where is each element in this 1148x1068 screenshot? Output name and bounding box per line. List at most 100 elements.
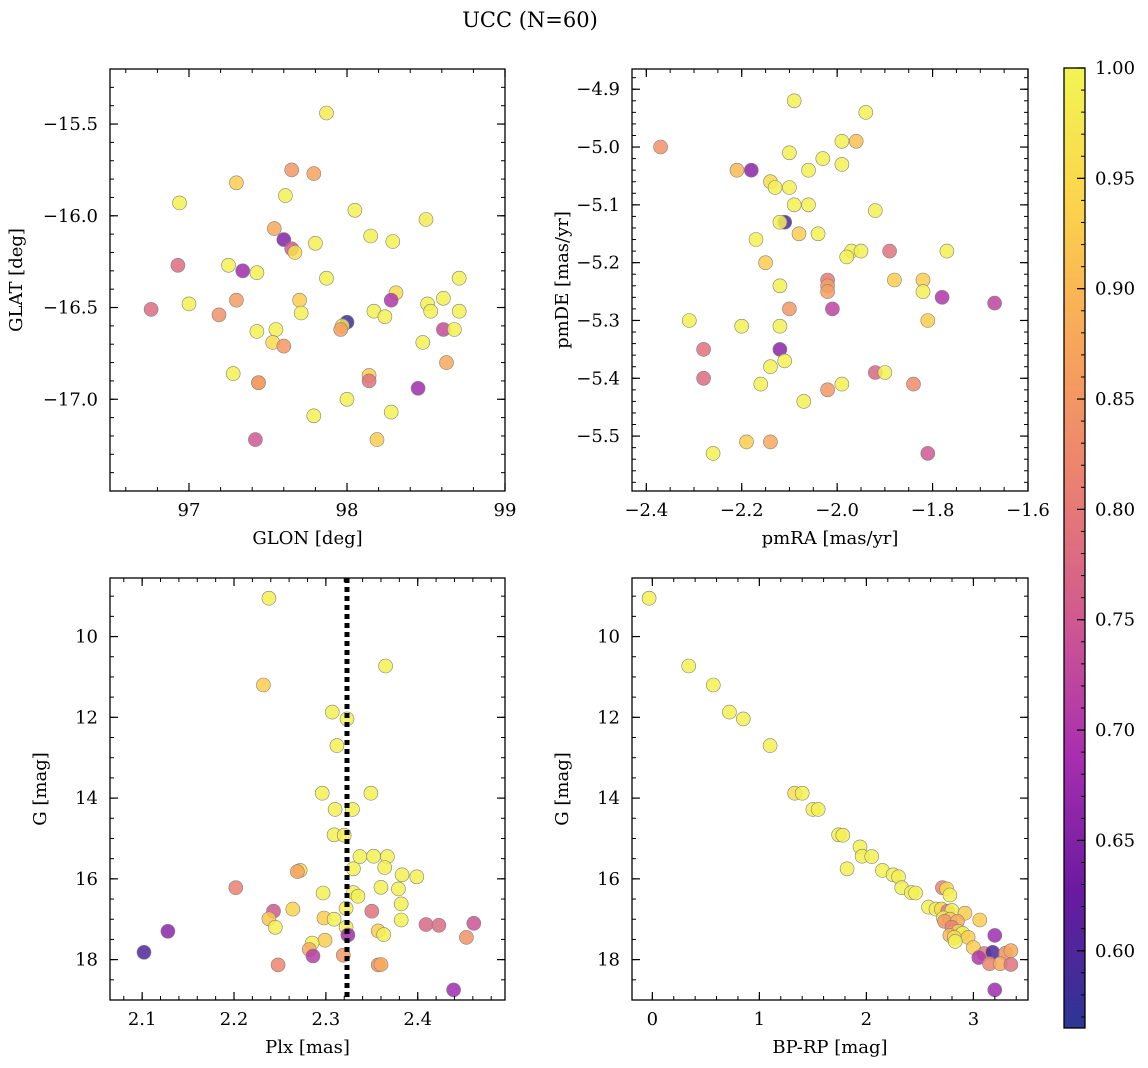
x-tick-label: 2.3 bbox=[312, 1009, 341, 1030]
data-point bbox=[315, 885, 331, 901]
data-point bbox=[229, 175, 244, 191]
data-point bbox=[251, 375, 266, 391]
y-tick-label: −5.5 bbox=[576, 426, 620, 447]
scatter-panel-2: −2.4 −2.2 −2.0 −1.8 −1.6 −5.5 −5.4 −5.3 −5.2 −5.1… bbox=[552, 68, 1050, 549]
data-point bbox=[293, 305, 309, 321]
data-point bbox=[418, 212, 434, 227]
data-point bbox=[447, 322, 462, 337]
data-point bbox=[409, 869, 425, 885]
scatter-panel-1: 97 98 99 −17.0 −16.5 −16.0 −15.5 GLON [deg] GLAT… bbox=[6, 68, 516, 549]
data-point bbox=[782, 301, 797, 317]
data-point bbox=[835, 827, 851, 843]
data-point bbox=[378, 658, 393, 674]
data-point bbox=[292, 292, 307, 308]
data-point bbox=[391, 881, 406, 897]
data-point bbox=[317, 932, 333, 948]
data-point bbox=[772, 318, 788, 334]
data-point bbox=[377, 860, 393, 875]
data-point bbox=[987, 295, 1002, 311]
data-point bbox=[748, 232, 764, 247]
figure-title: UCC (N=60) bbox=[462, 8, 598, 32]
data-point bbox=[170, 257, 186, 273]
data-point bbox=[877, 365, 893, 380]
x-tick-label: 2 bbox=[861, 1009, 872, 1030]
data-point bbox=[947, 934, 963, 949]
data-point bbox=[735, 711, 751, 727]
data-point bbox=[906, 376, 921, 392]
data-point bbox=[249, 324, 265, 339]
data-point bbox=[415, 335, 431, 350]
y-tick-label: −5.2 bbox=[576, 253, 620, 274]
data-point bbox=[451, 303, 467, 319]
data-point bbox=[729, 162, 745, 178]
y-axis-label: GLAT [deg] bbox=[6, 228, 27, 332]
data-point bbox=[791, 226, 807, 242]
data-point bbox=[825, 301, 840, 317]
colorbar: 0.60 0.65 0.70 0.75 0.80 0.85 0.90 0.95 1.00 bbox=[1063, 58, 1135, 1029]
data-point bbox=[333, 322, 349, 337]
y-tick-label: −5.3 bbox=[576, 310, 620, 331]
data-point bbox=[369, 432, 385, 447]
data-point bbox=[987, 928, 1003, 943]
data-point bbox=[887, 272, 902, 288]
data-point bbox=[705, 446, 721, 461]
data-point bbox=[853, 243, 869, 259]
data-point bbox=[758, 255, 773, 271]
y-tick-label: −15.5 bbox=[43, 114, 98, 135]
data-point bbox=[373, 957, 389, 972]
data-point bbox=[383, 292, 399, 308]
data-point bbox=[696, 342, 711, 357]
data-point bbox=[834, 157, 850, 172]
data-point bbox=[801, 162, 816, 178]
data-points bbox=[641, 590, 1019, 998]
colorbar-frame bbox=[1063, 67, 1086, 1029]
data-point bbox=[934, 289, 950, 305]
y-tick-label: 10 bbox=[597, 627, 620, 648]
y-tick-label: −17.0 bbox=[43, 389, 98, 410]
data-point bbox=[848, 134, 864, 149]
data-point bbox=[308, 236, 323, 251]
y-tick-label: 14 bbox=[75, 788, 98, 809]
data-point bbox=[228, 880, 244, 896]
data-point bbox=[278, 188, 293, 203]
scatter-panel-3: 2.1 2.2 2.3 2.4 10 12 14 16 18 Plx [mas] G [mag] bbox=[30, 577, 506, 1058]
data-point bbox=[339, 391, 355, 407]
data-point bbox=[834, 134, 850, 149]
data-point bbox=[249, 265, 265, 281]
y-tick-label: 18 bbox=[75, 950, 98, 971]
data-point bbox=[815, 151, 831, 166]
data-point bbox=[364, 903, 380, 919]
colorbar-tick-label: 1.00 bbox=[1095, 58, 1135, 79]
data-point bbox=[939, 243, 955, 259]
x-tick-label: 1 bbox=[754, 1009, 765, 1030]
data-point bbox=[763, 359, 778, 375]
data-point bbox=[172, 195, 187, 211]
data-point bbox=[423, 303, 439, 319]
y-axis-label: G [mag] bbox=[552, 752, 573, 825]
y-axis-label: pmDE [mas/yr] bbox=[552, 211, 573, 349]
data-point bbox=[181, 296, 197, 312]
y-tick-label: −16.5 bbox=[43, 298, 98, 319]
data-point bbox=[801, 197, 816, 213]
x-tick-label: 2.2 bbox=[220, 1009, 249, 1030]
y-tick-label: 18 bbox=[597, 950, 620, 971]
colorbar-gradient bbox=[1064, 68, 1085, 1028]
x-axis-label: Plx [mas] bbox=[265, 1037, 350, 1058]
data-point bbox=[160, 923, 176, 939]
data-point bbox=[734, 318, 750, 334]
y-tick-label: −5.1 bbox=[576, 195, 620, 216]
y-tick-label: 16 bbox=[75, 869, 98, 890]
data-point bbox=[882, 243, 897, 259]
data-point bbox=[324, 704, 340, 720]
plot-frame bbox=[631, 68, 1029, 492]
data-point bbox=[753, 376, 769, 392]
data-point bbox=[270, 957, 286, 973]
data-point bbox=[143, 302, 159, 317]
data-point bbox=[394, 867, 410, 883]
data-point bbox=[908, 885, 923, 901]
y-tick-label: 16 bbox=[597, 869, 620, 890]
data-point bbox=[681, 313, 697, 328]
data-point bbox=[767, 180, 783, 195]
data-point bbox=[287, 245, 303, 260]
